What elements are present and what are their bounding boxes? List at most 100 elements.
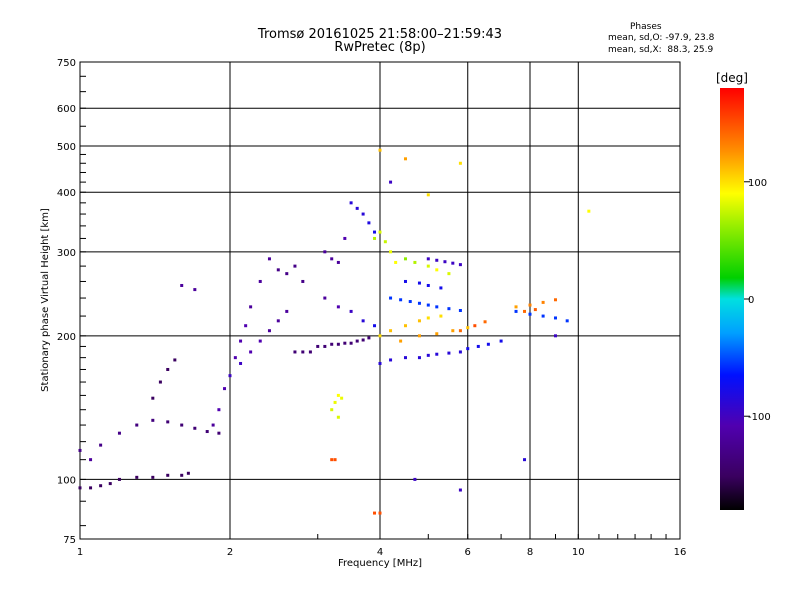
- data-point: [447, 351, 451, 355]
- y-tick-label: 750: [57, 58, 76, 69]
- data-point: [367, 221, 371, 225]
- x-tick-label: 1: [77, 547, 83, 558]
- data-point: [166, 473, 170, 477]
- data-point: [89, 486, 93, 490]
- data-point: [413, 477, 417, 481]
- data-point: [349, 201, 353, 205]
- data-point: [193, 288, 197, 292]
- data-point: [417, 319, 421, 323]
- data-point: [135, 475, 139, 479]
- data-point: [417, 281, 421, 285]
- y-tick-label: 400: [57, 188, 76, 199]
- y-axis: 75 100 200 300 400 500 600 750: [57, 58, 86, 546]
- x-tick-label: 6: [465, 547, 471, 558]
- x-tick-label: 2: [227, 547, 233, 558]
- data-point: [553, 334, 557, 338]
- data-point: [417, 356, 421, 360]
- data-point: [244, 324, 248, 328]
- x-tick-label: 4: [377, 547, 383, 558]
- data-point: [336, 393, 340, 397]
- data-point: [403, 157, 407, 161]
- data-point: [528, 312, 532, 316]
- data-point: [587, 209, 591, 213]
- data-point: [333, 458, 337, 462]
- data-point: [426, 264, 430, 268]
- data-point: [373, 511, 377, 515]
- data-point: [117, 431, 121, 435]
- data-point: [403, 257, 407, 261]
- data-point: [533, 308, 537, 312]
- data-point: [389, 296, 393, 300]
- data-point: [217, 431, 221, 435]
- data-point: [276, 268, 280, 272]
- data-point: [349, 341, 353, 345]
- data-point: [466, 326, 470, 330]
- data-point: [186, 471, 190, 475]
- data-point: [78, 486, 82, 490]
- data-point: [151, 396, 155, 400]
- data-point: [316, 344, 320, 348]
- data-point: [383, 240, 387, 244]
- y-tick-label: 600: [57, 104, 76, 115]
- x-tick-label: 10: [572, 547, 585, 558]
- colorbar: [720, 88, 744, 510]
- y-tick-label: 200: [57, 332, 76, 343]
- data-point: [399, 339, 403, 343]
- data-point: [249, 305, 253, 309]
- data-point: [301, 350, 305, 354]
- data-point: [267, 257, 271, 261]
- data-point: [541, 314, 545, 318]
- y-axis-label: Stationary phase Virtual Height [km]: [40, 208, 51, 392]
- data-point: [435, 258, 439, 262]
- data-point: [99, 484, 103, 488]
- data-point: [336, 260, 340, 264]
- data-point: [426, 316, 430, 320]
- data-point: [417, 301, 421, 305]
- data-point: [399, 298, 403, 302]
- data-point: [349, 309, 353, 313]
- data-point: [486, 342, 490, 346]
- data-point: [458, 263, 462, 267]
- data-point: [343, 341, 347, 345]
- y-tick-label: 100: [57, 475, 76, 486]
- chart-subtitle: RwPretec (8p): [334, 40, 426, 55]
- data-point: [426, 193, 430, 197]
- x-tick-label: 16: [674, 547, 687, 558]
- data-point: [323, 296, 327, 300]
- data-point: [389, 180, 393, 184]
- y-tick-label: 300: [57, 248, 76, 259]
- data-point: [249, 350, 253, 354]
- data-point: [166, 420, 170, 424]
- colorbar-tick-label: 0: [748, 295, 754, 306]
- data-point: [473, 324, 477, 328]
- data-point: [378, 230, 382, 234]
- data-point: [285, 309, 289, 313]
- data-point: [336, 415, 340, 419]
- data-point: [403, 279, 407, 283]
- data-point: [336, 342, 340, 346]
- data-point: [426, 257, 430, 261]
- colorbar-tick-label: 100: [748, 178, 767, 189]
- data-point: [426, 283, 430, 287]
- data-point: [458, 161, 462, 165]
- data-point: [205, 430, 209, 434]
- data-point: [293, 350, 297, 354]
- data-point: [355, 339, 359, 343]
- data-point: [330, 257, 334, 261]
- data-point: [565, 319, 569, 323]
- data-point: [173, 358, 177, 362]
- data-point: [355, 206, 359, 210]
- data-point: [553, 298, 557, 302]
- data-point: [330, 408, 334, 412]
- data-point: [389, 250, 393, 254]
- y-tick-label: 500: [57, 142, 76, 153]
- data-point: [361, 338, 365, 342]
- data-point: [426, 303, 430, 307]
- data-point: [403, 356, 407, 360]
- data-point: [435, 268, 439, 272]
- data-point: [394, 260, 398, 264]
- data-point: [378, 334, 382, 338]
- data-point: [361, 212, 365, 216]
- data-point: [476, 344, 480, 348]
